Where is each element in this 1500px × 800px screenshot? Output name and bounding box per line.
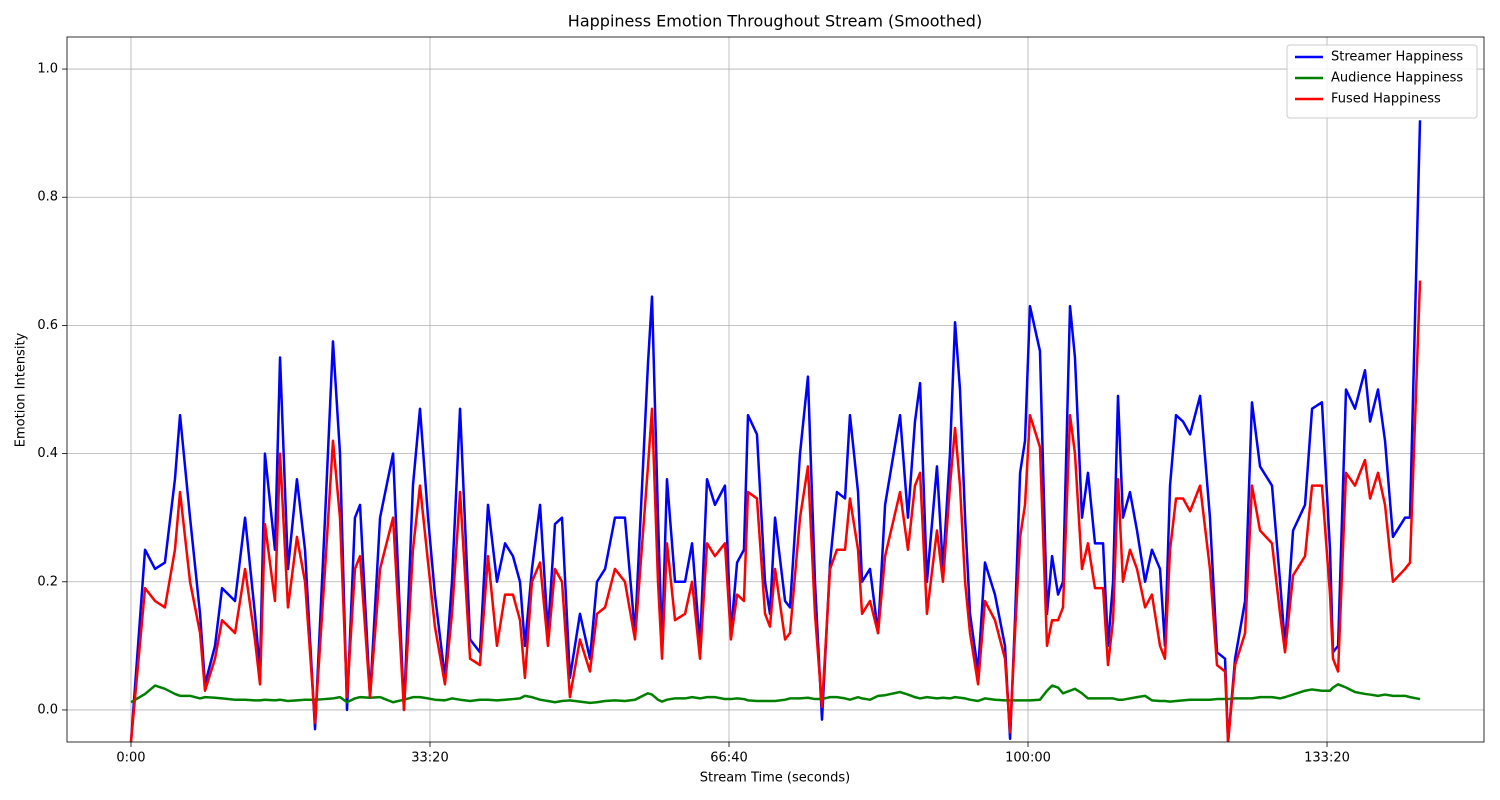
chart-title: Happiness Emotion Throughout Stream (Smo… — [568, 12, 982, 31]
x-tick-label: 133:20 — [1304, 751, 1350, 766]
y-tick-label: 0.4 — [37, 446, 58, 461]
y-tick-label: 0.0 — [37, 702, 58, 717]
legend-label: Streamer Happiness — [1331, 50, 1463, 65]
y-tick-label: 0.6 — [37, 318, 58, 333]
x-tick-label: 33:20 — [411, 751, 448, 766]
y-axis-label: Emotion Intensity — [14, 332, 29, 447]
y-tick-label: 0.2 — [37, 574, 58, 589]
series-line — [130, 683, 1421, 705]
x-axis-label: Stream Time (seconds) — [700, 771, 850, 786]
legend-box — [1286, 44, 1478, 119]
grid — [67, 37, 1484, 742]
y-tick-label: 0.8 — [37, 190, 58, 205]
axes-frame — [66, 36, 1485, 743]
legend-label: Fused Happiness — [1331, 92, 1441, 107]
legend-label: Audience Happiness — [1331, 71, 1463, 86]
ticks: 0:00 33:20 66:40 100:00 133:20 0.0 0.2 0.4 0.6 0.… — [37, 62, 1350, 766]
y-tick-label: 1.0 — [37, 62, 58, 77]
series-line — [129, 280, 1422, 742]
x-tick-label: 66:40 — [710, 751, 747, 766]
plot-area — [129, 120, 1422, 742]
legend: Streamer Happiness Audience Happiness Fuse… — [1286, 44, 1478, 119]
x-tick-label: 100:00 — [1005, 751, 1051, 766]
x-tick-label: 0:00 — [116, 751, 145, 766]
